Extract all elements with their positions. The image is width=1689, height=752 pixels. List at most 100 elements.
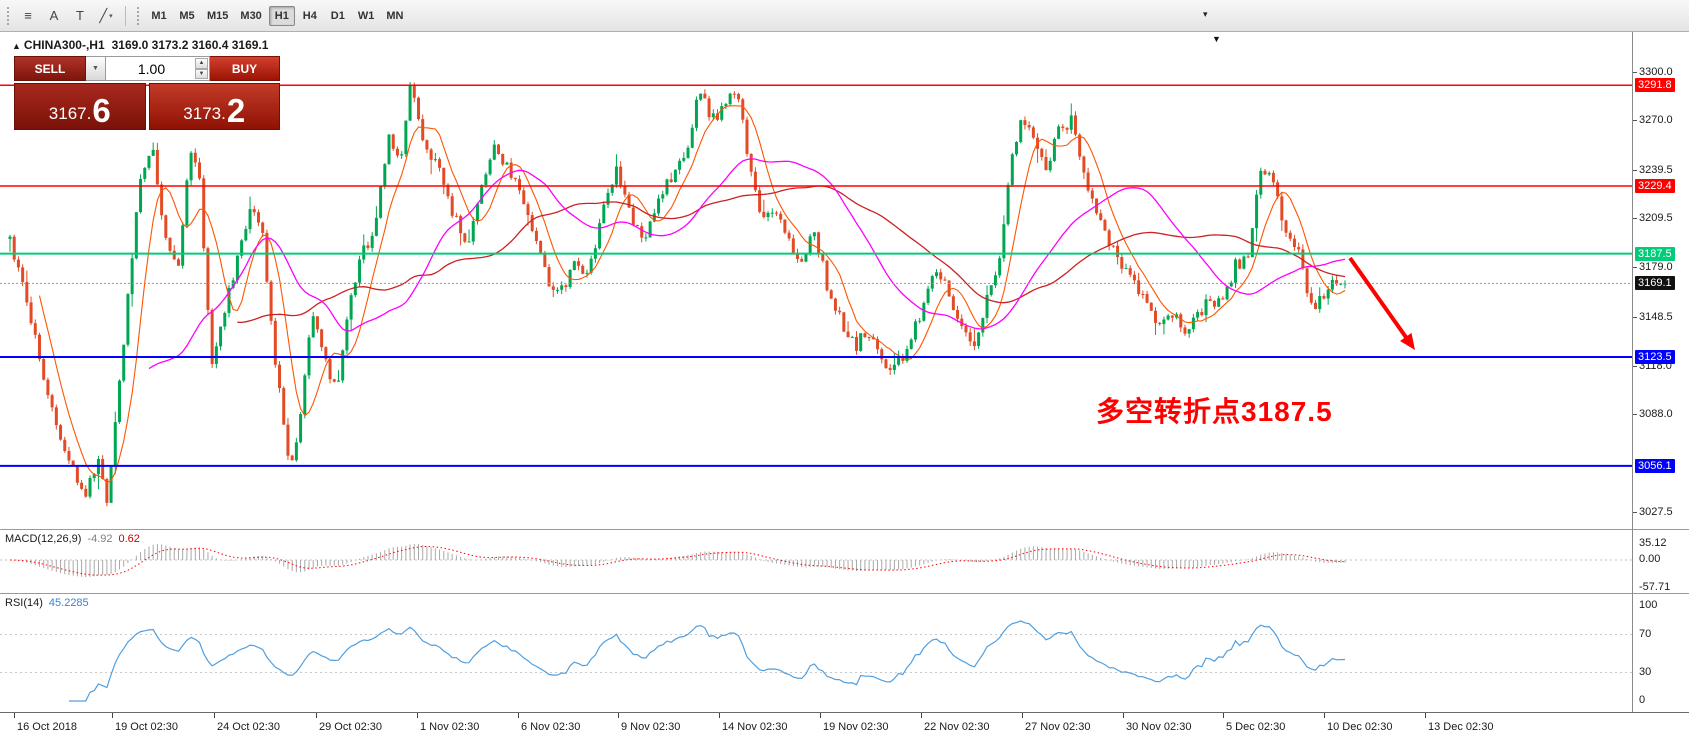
time-tick-label: 30 Nov 02:30 [1126,721,1192,733]
rsi-value: 45.2285 [48,597,89,609]
macd-chart[interactable] [0,532,1632,594]
drawing-tool-group: ≡ A T ╱ ▾ [15,5,119,27]
buy-price-button[interactable]: 3173. 2 [148,83,280,130]
one-click-trading-panel: SELL ▼ ▲ ▼ BUY 3167.6 3173.2 [14,56,280,130]
text-tool-icon[interactable]: A [42,5,66,27]
axis-tick-mark [1633,316,1637,318]
order-type-dropdown[interactable]: ▼ [86,56,106,81]
axis-tick-label: 3209.5 [1639,212,1673,225]
symbol-marker-icon: ▲ [12,41,21,51]
price-axis[interactable]: 3300.0 3270.0 3239.5 3209.5 3179.0 3148.5 3118… [1632,32,1689,712]
axis-tick-label: 30 [1639,665,1652,678]
time-tick-mark [112,713,113,718]
macd-label: MACD(12,26,9) -4.92 0.62 [5,533,140,545]
axis-tick-mark [1633,365,1637,367]
sell-button[interactable]: SELL [14,56,86,81]
time-tick-mark [1324,713,1325,718]
trade-price-row: 3167. 6 3173. 2 [14,83,280,130]
price-level-badge: 3123.5 [1635,349,1675,364]
axis-tick-label: 0 [1639,694,1646,706]
time-tick-label: 13 Dec 02:30 [1428,721,1494,733]
panel-separator [1633,593,1689,594]
ask-price-big-digit: 2 [226,91,246,129]
time-tick-mark [1022,713,1023,718]
time-tick-mark [719,713,720,718]
volume-field: ▲ ▼ [106,56,210,81]
axis-tick-mark [1633,218,1637,220]
chevron-down-icon: ▾ [109,12,113,20]
time-tick-mark [1223,713,1224,718]
timeframe-w1[interactable]: W1 [353,6,380,26]
timeframe-h1[interactable]: H1 [268,5,295,26]
axis-tick-mark [1633,169,1637,171]
candlestick-chart[interactable] [0,32,1632,529]
time-tick-mark [820,713,821,718]
rsi-name: RSI(14) [5,597,43,609]
timeframe-d1[interactable]: D1 [325,6,351,26]
time-tick-mark [1425,713,1426,718]
buy-button[interactable]: BUY [210,56,280,81]
ask-price: 3173. [183,104,226,124]
macd-name: MACD(12,26,9) [5,533,82,545]
time-tick-label: 27 Nov 02:30 [1025,721,1091,733]
volume-input[interactable] [106,57,209,80]
time-tick-label: 29 Oct 02:30 [319,721,382,733]
timeframe-mn[interactable]: MN [381,6,408,26]
toolbar: ≡ A T ╱ ▾ M1 M5 M15 M30 H1 H4 D1 W1 MN ▾ [0,0,1689,32]
indicators-icon[interactable]: ≡ [16,5,40,27]
axis-tick-label: 3239.5 [1639,163,1673,176]
macd-panel: MACD(12,26,9) -4.92 0.62 [0,529,1632,593]
macd-main-value: -4.92 [87,533,113,545]
time-tick-mark [417,713,418,718]
timeframe-group: M1 M5 M15 M30 H1 H4 D1 W1 MN [145,5,409,26]
toolbar-drag-handle[interactable] [6,5,11,26]
timeframe-h4[interactable]: H4 [297,6,323,26]
price-level-badge: 3187.5 [1635,246,1675,261]
axis-tick-label: 3270.0 [1639,114,1673,127]
time-tick-label: 19 Nov 02:30 [823,721,889,733]
time-tick-label: 14 Nov 02:30 [722,721,788,733]
trendline-tool-icon[interactable]: ╱ ▾ [94,5,118,27]
axis-tick-mark [1633,120,1637,122]
time-axis[interactable]: 16 Oct 2018 19 Oct 02:30 24 Oct 02:30 29 Oc… [0,712,1689,752]
time-tick-label: 6 Nov 02:30 [521,721,581,733]
rsi-chart[interactable] [0,596,1632,711]
time-tick-label: 1 Nov 02:30 [420,721,480,733]
time-tick-label: 24 Oct 02:30 [217,721,280,733]
axis-tick-mark [1633,414,1637,416]
price-level-badge: 3169.1 [1635,276,1675,291]
timeframe-m5[interactable]: M5 [174,6,200,26]
toolbar-drag-handle[interactable] [136,5,141,26]
axis-tick-label: 70 [1639,627,1652,640]
volume-decrease-button[interactable]: ▼ [195,68,208,79]
time-tick-mark [214,713,215,718]
macd-signal-value: 0.62 [118,533,140,545]
timeframe-m30[interactable]: M30 [235,6,266,26]
label-tool-icon[interactable]: T [68,5,92,27]
sell-price-button[interactable]: 3167. 6 [14,83,146,130]
time-tick-label: 16 Oct 2018 [17,721,77,733]
axis-tick-label: 3027.5 [1639,506,1673,518]
price-level-badge: 3229.4 [1635,178,1675,193]
timeframe-m15[interactable]: M15 [202,6,233,26]
bid-price: 3167. [48,104,92,124]
bid-price-big-digit: 6 [92,91,111,129]
timeframe-m1[interactable]: M1 [146,6,172,26]
price-level-badge: 3056.1 [1635,458,1675,473]
time-tick-mark [14,713,15,718]
volume-increase-button[interactable]: ▲ [195,58,208,69]
toolbar-overflow-icon[interactable]: ▾ [1203,9,1208,19]
time-tick-label: 5 Dec 02:30 [1226,721,1286,733]
time-tick-mark [316,713,317,718]
rsi-label: RSI(14) 45.2285 [5,597,89,609]
time-tick-mark [921,713,922,718]
chart-annotation-text: 多空转折点3187.5 [1096,396,1333,427]
toolbar-separator [125,5,126,26]
time-tick-label: 19 Oct 02:30 [115,721,178,733]
symbol-timeframe-label: CHINA300-,H1 [23,38,105,52]
axis-tick-label: 35.12 [1639,537,1667,549]
price-level-badge: 3291.8 [1635,78,1675,93]
axis-tick-label: 0.00 [1639,553,1661,565]
time-tick-mark [1123,713,1124,718]
